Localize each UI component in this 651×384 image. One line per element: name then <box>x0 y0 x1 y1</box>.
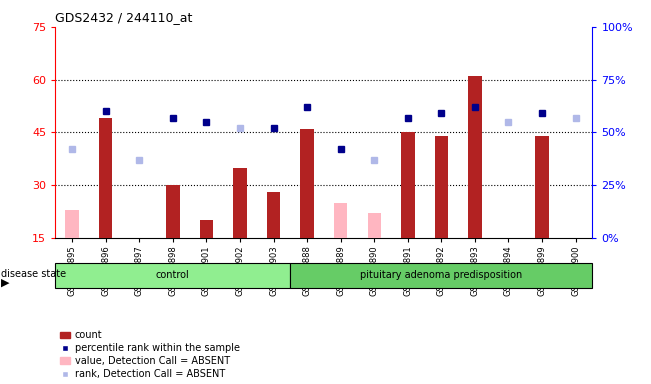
Bar <box>290 263 592 288</box>
Bar <box>334 203 348 238</box>
Text: disease state: disease state <box>1 269 66 279</box>
Text: control: control <box>156 270 189 280</box>
Bar <box>368 214 381 238</box>
Bar <box>233 168 247 238</box>
Legend: count, percentile rank within the sample, value, Detection Call = ABSENT, rank, : count, percentile rank within the sample… <box>60 330 240 379</box>
Text: GDS2432 / 244110_at: GDS2432 / 244110_at <box>55 11 193 24</box>
Bar <box>55 263 290 288</box>
Bar <box>334 203 348 238</box>
Bar <box>99 118 113 238</box>
Bar <box>300 129 314 238</box>
Bar <box>468 76 482 238</box>
Text: ▶: ▶ <box>1 278 9 288</box>
Bar <box>65 210 79 238</box>
Bar <box>166 185 180 238</box>
Text: pituitary adenoma predisposition: pituitary adenoma predisposition <box>360 270 523 280</box>
Bar <box>435 136 448 238</box>
Bar <box>401 132 415 238</box>
Bar <box>200 220 213 238</box>
Bar <box>267 192 280 238</box>
Bar <box>535 136 549 238</box>
